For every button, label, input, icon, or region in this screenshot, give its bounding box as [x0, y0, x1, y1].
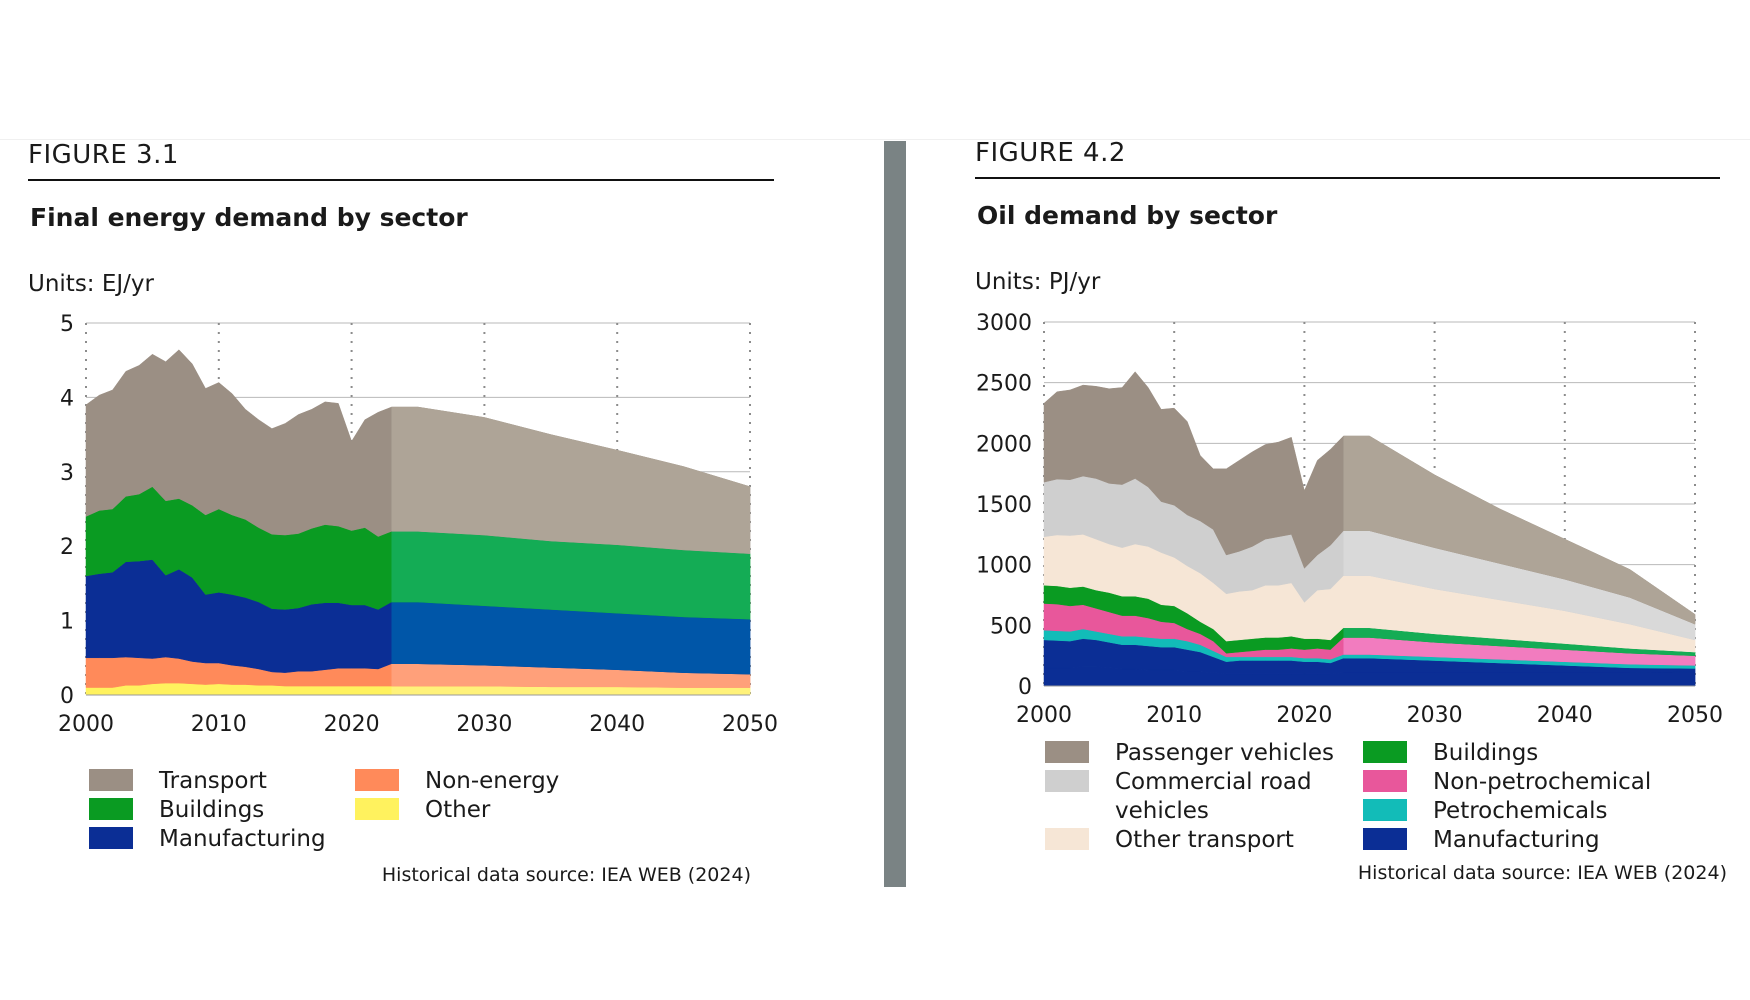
panel-divider: [884, 141, 906, 887]
legend-label: Other: [425, 797, 491, 823]
figure-title: Oil demand by sector: [977, 201, 1278, 230]
y-tick-label: 4: [60, 386, 74, 411]
figure-panel-left: FIGURE 3.1 Final energy demand by sector…: [28, 140, 778, 886]
area-manufacturing-projection: [391, 601, 751, 675]
figure-label: FIGURE 3.1: [28, 140, 179, 170]
area-other-transport-projection: [1343, 575, 1696, 653]
area-manufacturing-projection: [1343, 657, 1696, 673]
x-tick-label: 2020: [1276, 703, 1332, 728]
source-note: Historical data source: IEA WEB (2024): [381, 864, 751, 886]
y-tick-label: 2: [60, 535, 74, 560]
legend-swatch: [1363, 741, 1407, 763]
x-tick-label: 2030: [456, 712, 512, 737]
legend-label: Passenger vehicles: [1115, 740, 1335, 766]
area-petrochemicals-projection: [1343, 654, 1696, 669]
legend-item-other: Other: [355, 796, 490, 825]
source-note: Historical data source: IEA WEB (2024): [1357, 862, 1727, 884]
y-tick-label: 1: [60, 610, 74, 635]
area-non-energy-projection: [391, 663, 751, 688]
legend-swatch: [1045, 770, 1089, 792]
x-tick-label: 2050: [722, 712, 778, 737]
area-non-petrochemical-projection: [1343, 637, 1696, 666]
y-tick-label: 3: [60, 461, 74, 486]
legend-label: Manufacturing: [159, 826, 326, 852]
legend-swatch: [355, 769, 399, 791]
area-passenger-vehicles-projection: [1343, 435, 1696, 625]
oil-demand-chart: 0 500 1000 1500 2000 2500 3000 2000 2010 2020 2030…: [976, 311, 1723, 728]
legend-label: Manufacturing: [1433, 827, 1600, 853]
figure-panel-right: FIGURE 4.2 Oil demand by sector Units: P…: [910, 0, 1750, 1000]
x-tick-label: 2040: [589, 712, 645, 737]
legend-item-transport: Transport: [89, 767, 267, 796]
legend-item-buildings: Buildings: [1363, 739, 1538, 768]
x-tick-label: 2020: [324, 712, 380, 737]
figure-title: Final energy demand by sector: [30, 203, 468, 232]
legend-label: Commercial road vehicles: [1115, 769, 1312, 824]
x-tick-label: 2040: [1537, 703, 1593, 728]
y-tick-label: 2500: [976, 372, 1032, 397]
legend-item-buildings: Buildings: [89, 796, 264, 825]
legend-label: Non-petrochemical: [1433, 769, 1652, 795]
y-tick-label: 0: [60, 684, 74, 709]
legend-label: Buildings: [1433, 740, 1539, 766]
legend-swatch: [1363, 828, 1407, 850]
legend-item-other-transport: Other transport: [1045, 826, 1345, 855]
legend-label: Petrochemicals: [1433, 798, 1608, 824]
legend-swatch: [89, 827, 133, 849]
y-tick-label: 0: [1018, 675, 1032, 700]
x-tick-label: 2010: [1146, 703, 1202, 728]
legend-swatch: [89, 769, 133, 791]
legend-swatch: [355, 798, 399, 820]
legend-item-passenger-vehicles: Passenger vehicles: [1045, 739, 1345, 768]
figure-rule: [28, 179, 774, 181]
legend-label: Other transport: [1115, 827, 1294, 853]
y-tick-label: 5: [60, 312, 74, 337]
y-tick-label: 500: [990, 614, 1032, 639]
x-tick-label: 2000: [58, 712, 114, 737]
legend-label: Non-energy: [425, 768, 560, 794]
figure-rule: [975, 177, 1720, 179]
y-tick-label: 1000: [976, 554, 1032, 579]
figure-label: FIGURE 4.2: [975, 138, 1126, 168]
area-commercial-road-vehicles-projection: [1343, 530, 1696, 641]
x-tick-label: 2000: [1016, 703, 1072, 728]
area-transport-projection: [391, 406, 751, 554]
legend-swatch: [1363, 770, 1407, 792]
legend-label: Buildings: [159, 797, 265, 823]
final-energy-chart: 0 1 2 3 4 5 2000 2010 2020 2030 2040 2050: [58, 312, 778, 737]
x-tick-label: 2030: [1407, 703, 1463, 728]
legend-item-non-petrochemical: Non-petrochemical: [1363, 768, 1651, 797]
area-buildings-projection: [1343, 627, 1696, 656]
units-label: Units: EJ/yr: [28, 271, 154, 297]
units-label: Units: PJ/yr: [975, 269, 1101, 295]
y-tick-label: 2000: [976, 432, 1032, 457]
x-tick-label: 2010: [191, 712, 247, 737]
legend-item-commercial-road-vehicles: Commercial road vehicles: [1045, 768, 1320, 826]
legend-item-manufacturing: Manufacturing: [1363, 826, 1600, 855]
legend-item-manufacturing: Manufacturing: [89, 825, 326, 854]
legend-swatch: [1363, 799, 1407, 821]
legend-swatch: [89, 798, 133, 820]
legend-item-non-energy: Non-energy: [355, 767, 559, 796]
legend-item-petrochemicals: Petrochemicals: [1363, 797, 1608, 826]
x-tick-label: 2050: [1667, 703, 1723, 728]
legend-swatch: [1045, 741, 1089, 763]
area-buildings-projection: [391, 531, 751, 620]
top-separator: [0, 139, 1750, 140]
y-tick-label: 1500: [976, 493, 1032, 518]
y-tick-label: 3000: [976, 311, 1032, 336]
legend-swatch: [1045, 828, 1089, 850]
legend-label: Transport: [159, 768, 267, 794]
